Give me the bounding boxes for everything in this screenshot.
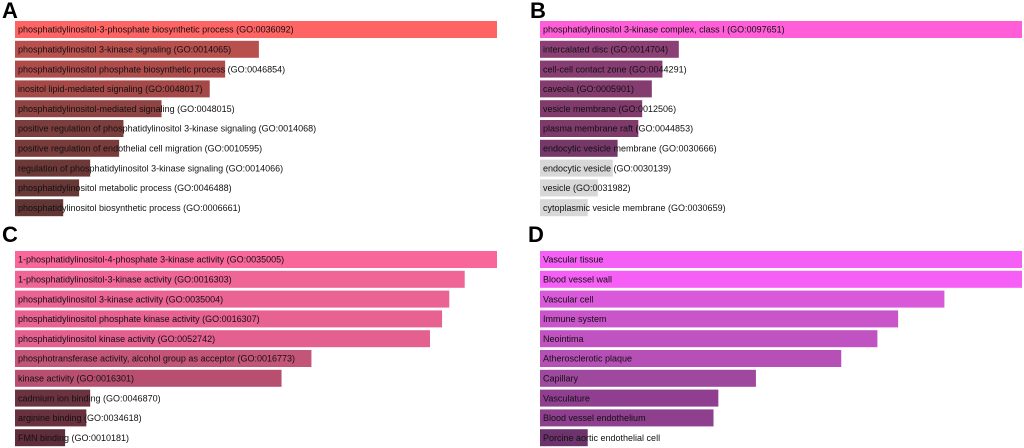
bar-a-5 bbox=[15, 100, 162, 118]
bar-label-b-4: caveola (GO:0005901) bbox=[543, 84, 634, 94]
bar-c-7 bbox=[15, 369, 282, 387]
bar-label-d-4: Immune system bbox=[543, 314, 607, 324]
bar-label-c-7: kinase activity (GO:0016301) bbox=[18, 374, 134, 384]
bar-label-a-8: regulation of phosphatidylinositol 3-kin… bbox=[18, 163, 283, 173]
bar-label-b-10: cytoplasmic vesicle membrane (GO:0030659… bbox=[543, 203, 726, 213]
bar-label-a-5: phosphatidylinositol-mediated signaling … bbox=[18, 104, 235, 114]
panel-letter-d: D bbox=[528, 222, 544, 247]
bar-a-6 bbox=[15, 120, 124, 137]
bar-c-3 bbox=[15, 290, 450, 308]
bar-c-1 bbox=[15, 251, 497, 268]
bar-a-10 bbox=[15, 199, 64, 217]
bar-label-d-3: Vascular cell bbox=[543, 294, 593, 304]
bar-label-d-5: Neointima bbox=[543, 334, 584, 344]
bar-b-5 bbox=[540, 100, 643, 118]
chart-c: 1-phosphatidylinositol-4-phosphate 3-kin… bbox=[15, 251, 497, 447]
bar-label-c-10: FMN binding (GO:0010181) bbox=[18, 433, 129, 443]
bar-a-8 bbox=[15, 159, 91, 177]
bar-label-d-2: Blood vessel wall bbox=[543, 275, 612, 285]
bar-b-6 bbox=[540, 120, 639, 137]
bar-b-2 bbox=[540, 40, 679, 58]
bar-b-7 bbox=[540, 139, 618, 157]
bar-label-a-7: positive regulation of endothelial cell … bbox=[18, 144, 262, 154]
bar-b-1 bbox=[540, 21, 1022, 38]
bar-label-a-10: phosphatidylinositol biosynthetic proces… bbox=[18, 203, 241, 213]
bar-d-3 bbox=[540, 290, 945, 308]
bar-label-b-3: cell-cell contact zone (GO:0044291) bbox=[543, 64, 687, 74]
bar-d-5 bbox=[540, 330, 878, 348]
bar-label-a-1: phosphatidylinositol-3-phosphate biosynt… bbox=[18, 25, 294, 35]
panel-c: 1-phosphatidylinositol-4-phosphate 3-kin… bbox=[0, 222, 512, 448]
bar-a-7 bbox=[15, 139, 120, 157]
bar-label-a-4: inositol lipid-mediated signaling (GO:00… bbox=[18, 84, 203, 94]
bar-a-3 bbox=[15, 60, 226, 78]
bar-a-9 bbox=[15, 179, 80, 197]
bar-b-9 bbox=[540, 179, 598, 197]
panel-d: Vascular tissue Blood vessel wall Vascular… bbox=[512, 222, 1024, 448]
bar-d-1 bbox=[540, 251, 1022, 268]
bar-label-c-3: phosphatidylinositol 3-kinase activity (… bbox=[18, 294, 223, 304]
bar-label-d-10: Porcine aortic endothelial cell bbox=[543, 433, 660, 443]
bar-label-d-8: Vasculature bbox=[543, 393, 590, 403]
bar-label-d-1: Vascular tissue bbox=[543, 255, 603, 265]
panel-a: phosphatidylinositol-3-phosphate biosynt… bbox=[0, 0, 512, 224]
bar-label-c-5: phosphatidylinositol kinase activity (GO… bbox=[18, 334, 215, 344]
bar-c-5 bbox=[15, 330, 431, 348]
bar-b-3 bbox=[540, 60, 663, 78]
chart-b: phosphatidylinositol 3-kinase complex, c… bbox=[540, 21, 1022, 217]
chart-d: Vascular tissue Blood vessel wall Vascular… bbox=[540, 251, 1022, 447]
bar-b-8 bbox=[540, 159, 613, 177]
chart-a: phosphatidylinositol-3-phosphate biosynt… bbox=[15, 21, 497, 217]
bar-d-7 bbox=[540, 369, 756, 387]
bar-label-d-6: Atherosclerotic plaque bbox=[543, 354, 632, 364]
bar-label-b-5: vesicle membrane (GO:0012506) bbox=[543, 104, 676, 114]
bar-label-c-4: phosphatidylinositol phosphate kinase ac… bbox=[18, 314, 260, 324]
bar-label-c-9: arginine binding (GO:0034618) bbox=[18, 413, 142, 423]
bar-label-b-1: phosphatidylinositol 3-kinase complex, c… bbox=[543, 25, 785, 35]
bar-label-c-1: 1-phosphatidylinositol-4-phosphate 3-kin… bbox=[18, 255, 284, 265]
bar-d-10 bbox=[540, 429, 588, 447]
bar-c-10 bbox=[15, 429, 66, 447]
bar-b-4 bbox=[540, 80, 652, 98]
bar-label-b-6: plasma membrane raft (GO:0044853) bbox=[543, 124, 693, 134]
bar-c-4 bbox=[15, 310, 443, 328]
bar-label-a-2: phosphatidylinositol 3-kinase signaling … bbox=[18, 45, 231, 55]
bar-a-1 bbox=[15, 21, 497, 38]
bar-label-b-9: vesicle (GO:0031982) bbox=[543, 183, 631, 193]
bar-c-2 bbox=[15, 270, 465, 288]
panel-letter-a: A bbox=[2, 0, 18, 23]
bar-d-6 bbox=[540, 350, 842, 367]
bar-label-d-9: Blood vessel endothelium bbox=[543, 413, 646, 423]
bar-label-a-3: phosphatidylinositol phosphate biosynthe… bbox=[18, 64, 285, 74]
bar-d-2 bbox=[540, 270, 1022, 288]
bar-c-6 bbox=[15, 350, 312, 367]
bar-c-9 bbox=[15, 409, 87, 427]
bar-label-d-7: Capillary bbox=[543, 374, 579, 384]
bar-label-a-9: phosphatidylinositol metabolic process (… bbox=[18, 183, 232, 193]
bar-label-b-8: endocytic vesicle (GO:0030139) bbox=[543, 163, 671, 173]
bar-a-4 bbox=[15, 80, 210, 98]
bar-label-c-8: cadmium ion binding (GO:0046870) bbox=[18, 393, 161, 403]
bar-label-c-2: 1-phosphatidylinositol-3-kinase activity… bbox=[18, 275, 232, 285]
panel-b: phosphatidylinositol 3-kinase complex, c… bbox=[512, 0, 1024, 224]
bar-label-c-6: phosphotransferase activity, alcohol gro… bbox=[18, 354, 295, 364]
panel-letter-b: B bbox=[530, 0, 546, 23]
panel-letter-c: C bbox=[2, 222, 18, 247]
bar-d-8 bbox=[540, 389, 719, 407]
bar-d-4 bbox=[540, 310, 899, 328]
bar-label-a-6: positive regulation of phosphatidylinosi… bbox=[18, 124, 316, 134]
bar-a-2 bbox=[15, 40, 259, 58]
bar-c-8 bbox=[15, 389, 91, 407]
bar-d-9 bbox=[540, 409, 714, 427]
bar-label-b-7: endocytic vesicle membrane (GO:0030666) bbox=[543, 144, 717, 154]
bar-label-b-2: intercalated disc (GO:0014704) bbox=[543, 45, 668, 55]
bar-b-10 bbox=[540, 199, 588, 217]
